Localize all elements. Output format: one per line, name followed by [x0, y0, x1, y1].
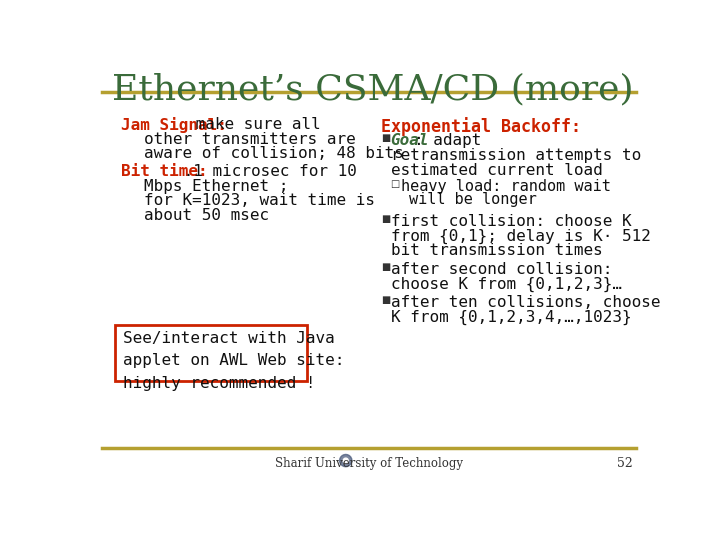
Text: ■: ■ [381, 262, 390, 272]
Text: : adapt: : adapt [414, 133, 482, 148]
Polygon shape [340, 455, 352, 467]
Text: Mbps Ethernet ;: Mbps Ethernet ; [144, 179, 289, 194]
Text: Sharif University of Technology: Sharif University of Technology [275, 457, 463, 470]
Text: Exponential Backoff:: Exponential Backoff: [381, 117, 580, 136]
Text: after second collision:: after second collision: [391, 262, 612, 277]
Text: Ethernet’s CSMA/CD (more): Ethernet’s CSMA/CD (more) [112, 72, 634, 106]
Text: about 50 msec: about 50 msec [144, 208, 269, 223]
Text: ■: ■ [381, 133, 390, 143]
Text: bit transmission times: bit transmission times [391, 244, 603, 259]
Text: Jam Signal:: Jam Signal: [121, 117, 227, 133]
Text: ■: ■ [381, 214, 390, 224]
Text: Goal: Goal [391, 133, 429, 148]
Text: will be longer: will be longer [408, 192, 536, 207]
Text: for K=1023, wait time is: for K=1023, wait time is [144, 193, 375, 208]
Text: See/interact with Java
applet on AWL Web site:
highly recommended !: See/interact with Java applet on AWL Web… [122, 331, 344, 390]
Text: choose K from {0,1,2,3}…: choose K from {0,1,2,3}… [391, 276, 621, 292]
Text: other transmitters are: other transmitters are [144, 132, 356, 147]
Polygon shape [343, 458, 348, 463]
FancyBboxPatch shape [114, 325, 307, 381]
Text: Bit time:: Bit time: [121, 164, 207, 179]
Text: □: □ [390, 179, 399, 189]
Text: 52: 52 [617, 457, 632, 470]
Text: from {0,1}; delay is K· 512: from {0,1}; delay is K· 512 [391, 229, 651, 244]
Text: estimated current load: estimated current load [391, 163, 603, 178]
Text: retransmission attempts to: retransmission attempts to [391, 148, 641, 163]
Text: first collision: choose K: first collision: choose K [391, 214, 631, 229]
Text: after ten collisions, choose: after ten collisions, choose [391, 295, 660, 310]
Text: ■: ■ [381, 295, 390, 305]
Text: aware of collision; 48 bits: aware of collision; 48 bits [144, 146, 404, 161]
Text: K from {0,1,2,3,4,…,1023}: K from {0,1,2,3,4,…,1023} [391, 309, 631, 325]
Text: .1 microsec for 10: .1 microsec for 10 [174, 164, 356, 179]
Text: make sure all: make sure all [186, 117, 321, 132]
Text: heavy load: random wait: heavy load: random wait [401, 179, 611, 194]
